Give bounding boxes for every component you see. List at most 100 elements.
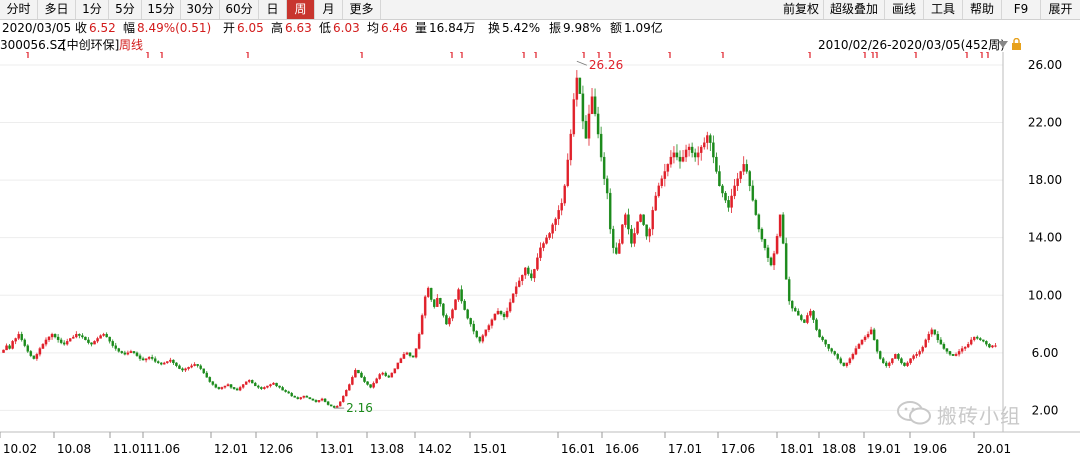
candle-body — [454, 299, 457, 310]
candle-body — [821, 336, 824, 341]
candle-body — [545, 237, 548, 244]
candle-body — [566, 159, 569, 187]
candle — [357, 369, 360, 374]
candle-body — [824, 339, 827, 345]
candle — [681, 149, 685, 163]
candle — [454, 299, 457, 311]
candle-body — [132, 351, 136, 353]
candle-body — [872, 329, 876, 341]
candle-body — [724, 192, 727, 201]
candle — [138, 353, 142, 361]
candle — [727, 196, 730, 212]
candle-body — [527, 267, 530, 274]
range-dropdown-icon[interactable] — [997, 38, 1009, 53]
candle — [160, 362, 163, 366]
candle-body — [608, 192, 612, 230]
candle-body — [50, 333, 54, 338]
draw-line-button[interactable]: 画线 — [885, 0, 924, 19]
candle-body — [903, 362, 906, 366]
candle — [65, 338, 69, 346]
x-tick-label: 18.01 — [780, 442, 814, 456]
candle — [660, 175, 664, 189]
candle-body — [481, 335, 485, 342]
period-tab-day[interactable]: 日 — [259, 0, 287, 19]
period-tab-month[interactable]: 月 — [315, 0, 343, 19]
candle — [976, 335, 979, 340]
candle — [630, 225, 633, 248]
help-button[interactable]: 帮助 — [963, 0, 1002, 19]
overlay-button[interactable]: 超级叠加 — [824, 0, 885, 19]
candle-body — [430, 287, 433, 300]
candle — [141, 356, 145, 361]
period-tab-week[interactable]: 周 — [287, 0, 315, 19]
candle-body — [342, 395, 345, 402]
period-tab-multiday[interactable]: 多日 — [38, 0, 76, 19]
candle-body — [778, 214, 782, 237]
low-label: 低 — [319, 21, 332, 35]
candle-body — [921, 346, 924, 352]
candle — [62, 340, 66, 346]
lock-icon[interactable] — [1011, 37, 1022, 53]
candle-body — [129, 351, 133, 353]
period-tab-fenshi[interactable]: 分时 — [0, 0, 38, 19]
candle-body — [241, 384, 245, 388]
candle — [633, 227, 636, 247]
x-tick-label: 13.08 — [370, 442, 404, 456]
period-tab-60min[interactable]: 60分 — [220, 0, 259, 19]
forward-adjust-button[interactable]: 前复权 — [779, 0, 824, 19]
f9-button[interactable]: F9 — [1002, 0, 1041, 19]
candle — [375, 377, 378, 384]
period-label: 周线 — [119, 38, 144, 52]
candle-body — [563, 185, 566, 204]
candle-body — [842, 362, 846, 366]
candle-body — [818, 329, 821, 338]
candle-body — [84, 336, 87, 341]
candle — [81, 333, 84, 339]
candle — [426, 286, 430, 298]
candle — [618, 239, 621, 254]
candle — [439, 297, 442, 307]
candle — [527, 265, 530, 276]
candle-body — [299, 397, 303, 400]
candle-body — [41, 344, 45, 349]
candle-body — [329, 404, 333, 407]
candle-body — [924, 339, 927, 348]
period-tab-15min[interactable]: 15分 — [142, 0, 181, 19]
candle-body — [669, 156, 673, 165]
candle-body — [536, 257, 539, 270]
period-tab-5min[interactable]: 5分 — [109, 0, 142, 19]
candle — [414, 348, 418, 359]
candle-body — [229, 384, 233, 388]
candle-body — [976, 336, 979, 339]
candle-body — [281, 387, 284, 391]
candle — [384, 371, 387, 377]
period-tab-more[interactable]: 更多 — [343, 0, 381, 19]
period-toolbar: 分时 多日 1分 5分 15分 30分 60分 日 周 月 更多 前复权 超级叠… — [0, 0, 1080, 20]
candle-body — [730, 195, 733, 208]
candle-body — [378, 374, 381, 379]
candle-body — [69, 338, 72, 342]
candle-body — [863, 336, 867, 341]
candle — [918, 349, 921, 357]
period-tab-1min[interactable]: 1分 — [76, 0, 109, 19]
chart-title-row: 300056.SZ [中创环保] 周线 2010/02/26-2020/03/0… — [0, 37, 1080, 53]
expand-button[interactable]: 展开 — [1048, 2, 1073, 16]
volume-value: 16.84万 — [429, 21, 476, 35]
candle — [59, 337, 63, 345]
top-signal-tick — [914, 52, 917, 58]
candle — [75, 331, 78, 339]
candle — [263, 386, 266, 390]
candle — [539, 242, 542, 261]
candle — [50, 332, 54, 340]
period-tab-30min[interactable]: 30分 — [181, 0, 220, 19]
tools-button[interactable]: 工具 — [924, 0, 963, 19]
candle-body — [269, 384, 272, 387]
candle-body — [745, 164, 748, 172]
candle — [508, 298, 512, 313]
candle-body — [357, 369, 360, 374]
extreme-annotations: 26.26 2.16 — [334, 58, 623, 415]
candle — [363, 375, 366, 383]
candle-body — [751, 185, 755, 201]
candle — [475, 330, 478, 339]
